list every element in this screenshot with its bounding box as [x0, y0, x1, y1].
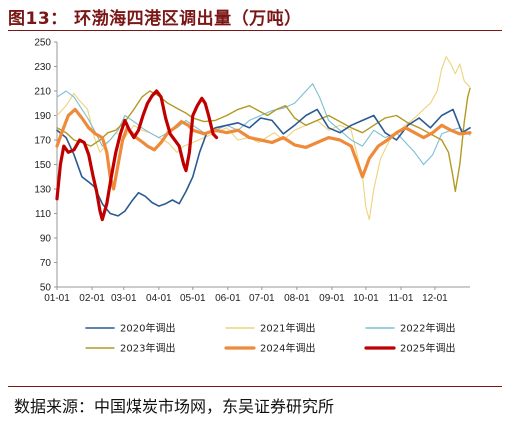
legend-label: 2025年调出	[400, 342, 455, 355]
y-tick-label: 250	[34, 38, 51, 49]
legend-label: 2020年调出	[120, 322, 175, 335]
x-tick-label: 08-01	[284, 293, 310, 304]
x-tick-label: 06-01	[215, 293, 241, 304]
x-tick-label: 11-01	[389, 293, 414, 304]
x-tick-label: 10-01	[353, 293, 379, 304]
x-tick-label: 04-01	[146, 293, 172, 304]
legend-label: 2021年调出	[260, 322, 315, 335]
y-tick-label: 170	[34, 136, 51, 147]
series-line-s2025	[55, 89, 219, 222]
legend-label: 2023年调出	[120, 342, 175, 355]
source-rule	[8, 386, 502, 387]
series-line-s2022	[56, 83, 471, 166]
y-tick-label: 190	[34, 111, 51, 122]
x-tick-label: 03-01	[111, 293, 137, 304]
legend: 2020年调出 2021年调出 2022年调出 2023年调出 2024年调出 2025年…	[85, 322, 455, 355]
legend-label: 2022年调出	[400, 322, 455, 335]
x-tick-label: 09-01	[319, 293, 345, 304]
y-tick-label: 130	[34, 185, 51, 196]
y-tick-label: 50	[40, 283, 52, 294]
figure-title: 图13： 环渤海四港区调出量（万吨）	[8, 9, 302, 29]
x-tick-label: 01-01	[44, 293, 70, 304]
series-lines	[55, 56, 472, 222]
y-axis: 50 70 90 110 130 150 170 190 210 230 250	[34, 38, 57, 294]
x-axis: 01-01 02-01 03-01 04-01 05-01 06-01 07-01 08-01…	[44, 287, 448, 304]
y-tick-label: 230	[34, 62, 51, 73]
y-tick-label: 70	[40, 258, 52, 269]
x-tick-label: 07-01	[249, 293, 275, 304]
series-line-s2024	[55, 107, 472, 191]
title-rule	[8, 30, 502, 31]
y-tick-label: 90	[40, 234, 52, 245]
x-tick-label: 05-01	[180, 293, 206, 304]
y-tick-label: 210	[34, 87, 51, 98]
legend-label: 2024年调出	[260, 342, 315, 355]
x-tick-label: 12-01	[422, 293, 448, 304]
source-note: 数据来源：中国煤炭市场网，东吴证券研究所	[14, 397, 335, 416]
y-tick-label: 110	[35, 209, 51, 220]
x-tick-label: 02-01	[79, 293, 105, 304]
y-tick-label: 150	[34, 160, 51, 171]
line-chart: 50 70 90 110 130 150 170 190 210 230 250 01-01 02-0…	[34, 38, 472, 355]
